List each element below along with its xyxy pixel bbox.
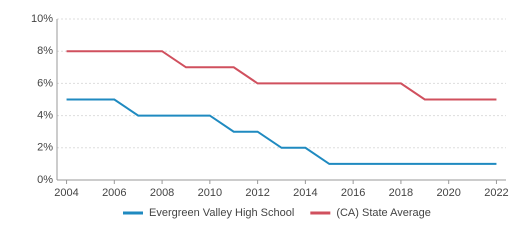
page: 0% 2% 4% 6% 8% 10% 2004 2006 2008 2010 2012 2014 201… <box>30 12 509 219</box>
x-tick-label: 2012 <box>245 187 269 199</box>
chart: 0% 2% 4% 6% 8% 10% 2004 2006 2008 2010 2012 2014 201… <box>31 13 509 219</box>
x-tick-label: 2020 <box>436 187 460 199</box>
y-tick-label: 6% <box>37 77 53 89</box>
x-tick-label: 2022 <box>484 187 508 199</box>
line <box>66 98 497 165</box>
y-tick-label: 8% <box>37 45 53 57</box>
x-tick-label: 2014 <box>293 187 317 199</box>
x-tick-label: 2004 <box>54 187 78 199</box>
y-tick-label: 4% <box>37 110 53 122</box>
y-tick-label: 0% <box>37 174 53 186</box>
x-tick-label: 2006 <box>102 187 126 199</box>
x-tick-label: 2018 <box>389 187 413 199</box>
legend-label: (CA) State Average <box>336 207 431 219</box>
x-tick-label: 2010 <box>198 187 222 199</box>
y-tick-label: 2% <box>37 142 53 154</box>
x-tick-label: 2016 <box>341 187 365 199</box>
line <box>66 50 497 101</box>
y-tick-label: 10% <box>31 13 53 25</box>
legend-label: Evergreen Valley High School <box>149 207 294 219</box>
x-tick-label: 2008 <box>150 187 174 199</box>
